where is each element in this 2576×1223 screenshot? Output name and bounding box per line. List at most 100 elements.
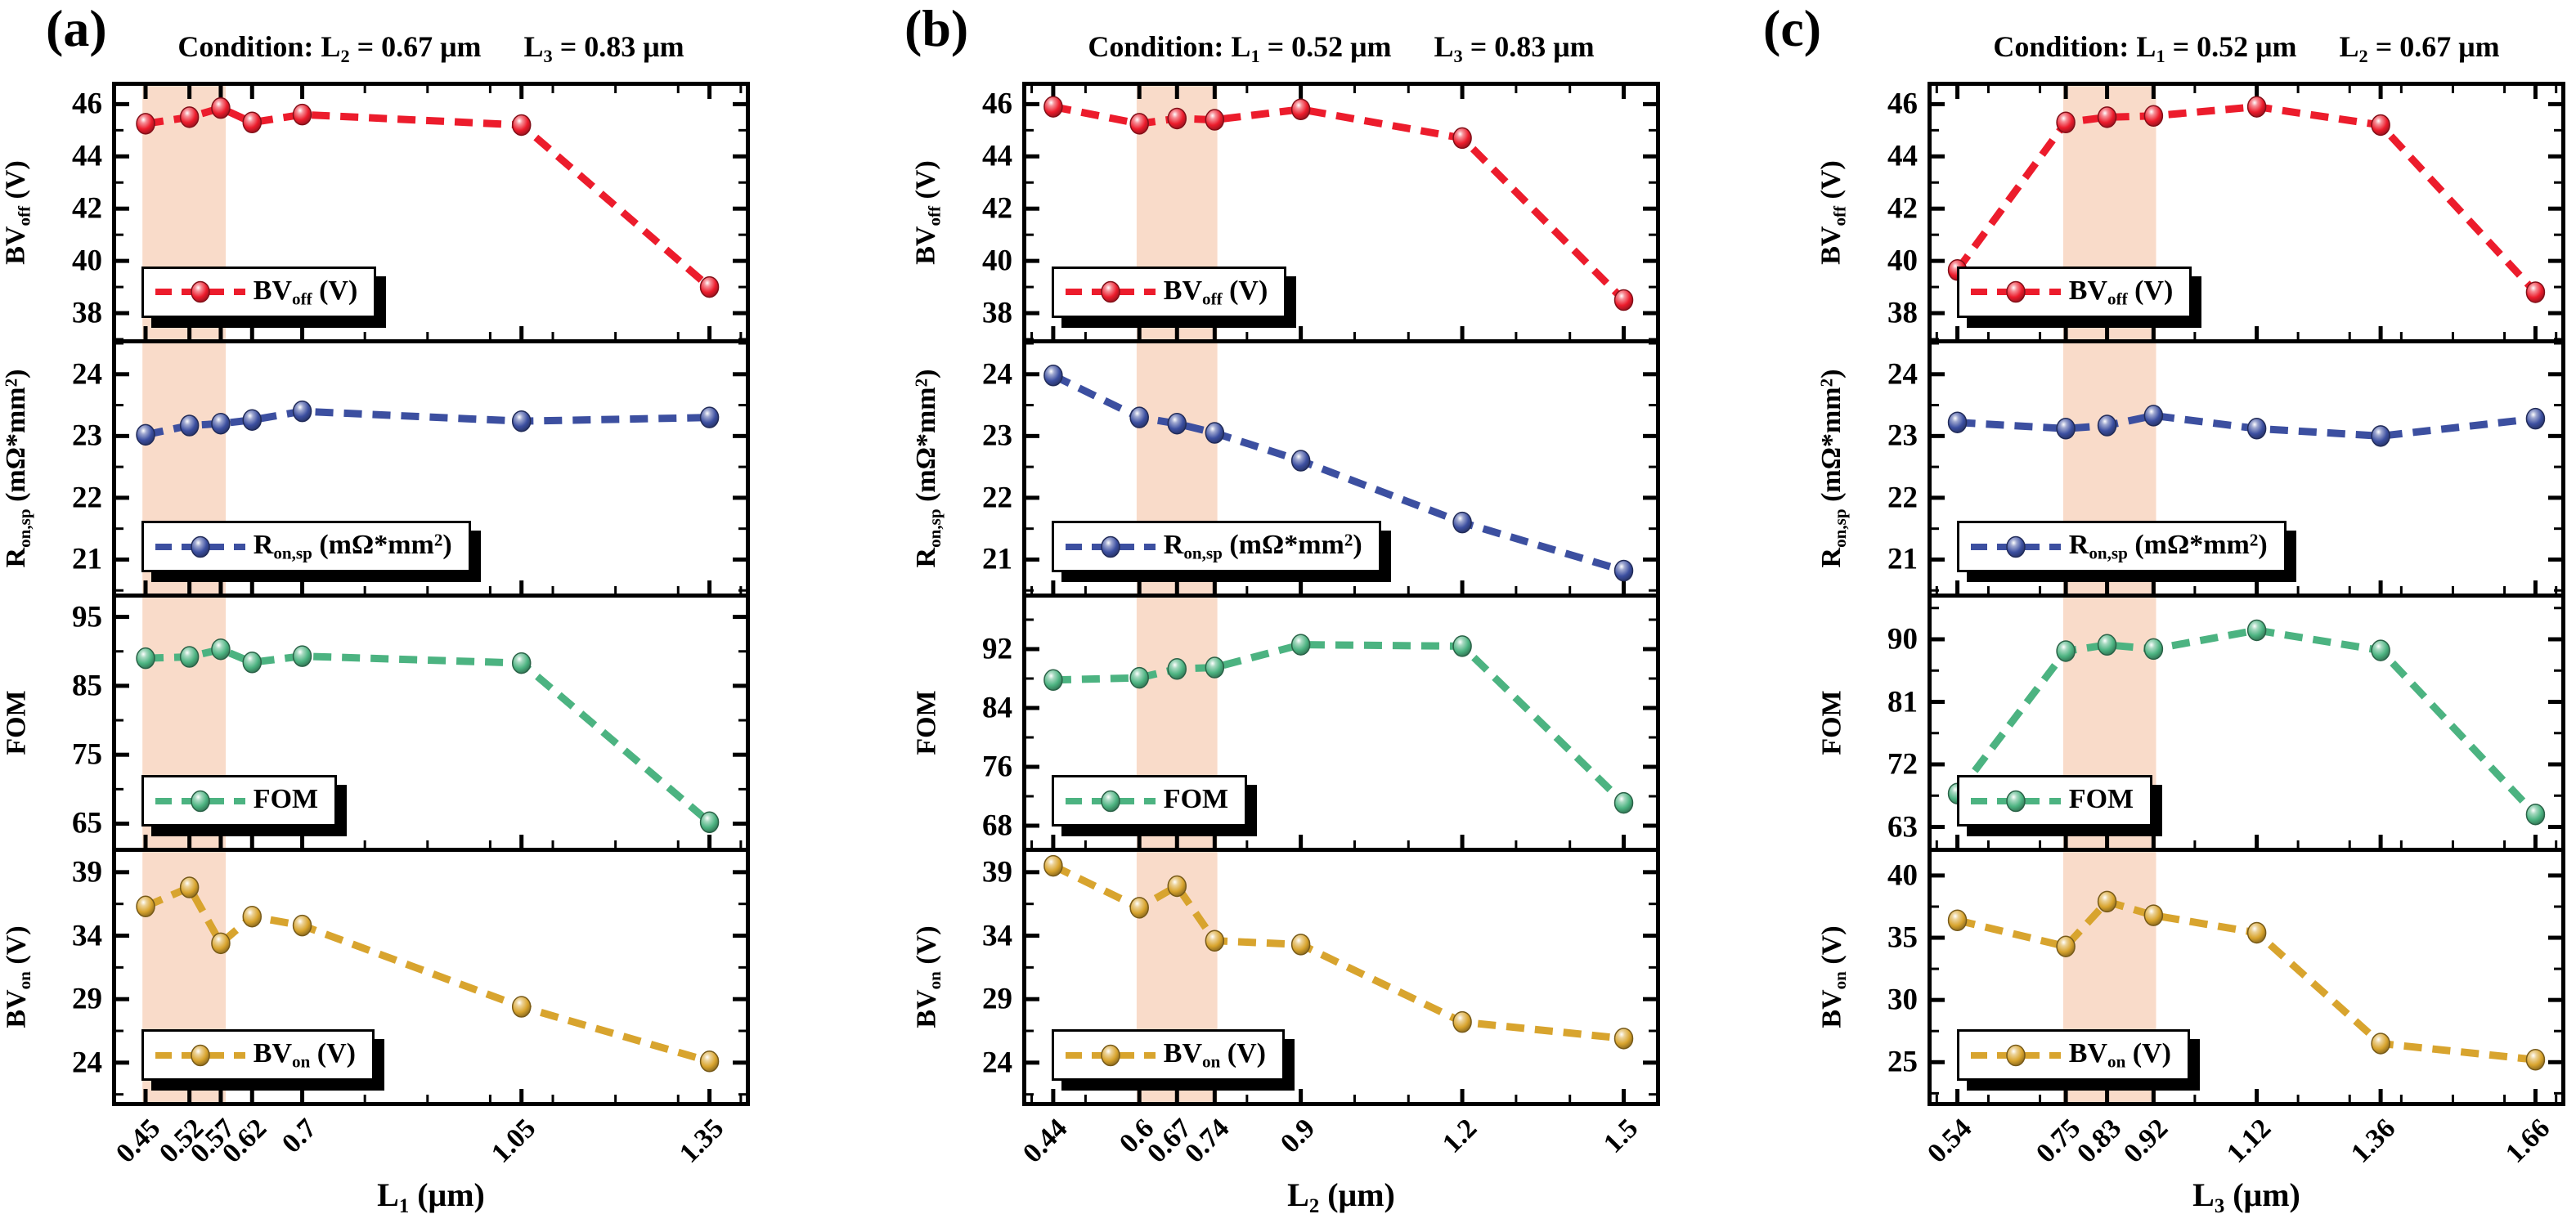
y-tick-label: 23 bbox=[1887, 419, 1918, 453]
y-tick-label: 68 bbox=[982, 809, 1012, 843]
y-tick-label: 76 bbox=[982, 750, 1012, 784]
legend-label: FOM bbox=[1163, 784, 1229, 815]
legend-label: BVoff (V) bbox=[1163, 275, 1268, 309]
panel-a: (a) Condition: L2 = 0.67 μm L3 = 0.83 μm … bbox=[0, 0, 859, 1218]
y-tick-label: 40 bbox=[72, 244, 102, 278]
subplot-bvon-c: BVon (V) 25 30 35 40 BVon (V) bbox=[1717, 848, 2576, 1106]
y-axis-title: BVoff (V) bbox=[1816, 160, 1850, 265]
legend-bvoff: BVoff (V) bbox=[1956, 266, 2192, 318]
legend-label: FOM bbox=[2068, 784, 2134, 815]
legend-label: BVoff (V) bbox=[253, 275, 358, 309]
legend-label: Ron,sp (mΩ*mm2) bbox=[2068, 530, 2268, 563]
legend-marker-icon bbox=[1970, 534, 2061, 560]
legend-label: BVoff (V) bbox=[2068, 275, 2174, 309]
subplot-bvoff-c: BVoff (V) 38 40 42 44 46 BVoff (V) bbox=[1717, 82, 2576, 343]
y-tick-label: 34 bbox=[982, 919, 1012, 953]
y-axis-title: FOM bbox=[1816, 690, 1847, 755]
legend-label: Ron,sp (mΩ*mm2) bbox=[253, 530, 452, 563]
y-tick-label: 24 bbox=[72, 1046, 102, 1080]
y-tick-label: 40 bbox=[1887, 858, 1918, 893]
y-tick-label: 22 bbox=[72, 481, 102, 515]
legend-label: BVon (V) bbox=[2068, 1038, 2171, 1072]
panel-title: Condition: L2 = 0.67 μm L3 = 0.83 μm bbox=[177, 30, 684, 67]
y-tick-label: 39 bbox=[72, 855, 102, 889]
panel-label: (c) bbox=[1763, 0, 1822, 57]
legend-label: FOM bbox=[253, 784, 319, 815]
x-tick-label: 0.83 bbox=[2071, 1113, 2128, 1169]
chart-bvoff-c bbox=[1932, 86, 2561, 339]
y-tick-label: 40 bbox=[982, 244, 1012, 278]
x-tick-labels-c: 0.54 0.75 0.83 0.92 1.12 1.36 1.66 bbox=[1717, 1106, 2576, 1176]
y-tick-label: 44 bbox=[982, 139, 1012, 173]
x-tick-label: 0.9 bbox=[1275, 1113, 1322, 1159]
y-tick-label: 75 bbox=[72, 737, 102, 772]
y-tick-label: 23 bbox=[72, 419, 102, 453]
legend-label: BVon (V) bbox=[253, 1038, 356, 1072]
y-tick-label: 21 bbox=[72, 542, 102, 576]
x-tick-label: 1.2 bbox=[1436, 1113, 1483, 1159]
legend-fom: FOM bbox=[141, 775, 338, 827]
y-tick-label: 38 bbox=[1887, 296, 1918, 330]
y-tick-label: 21 bbox=[1887, 542, 1918, 576]
y-tick-label: 81 bbox=[1887, 685, 1918, 719]
legend-bvon: BVon (V) bbox=[1051, 1029, 1285, 1081]
y-tick-label: 46 bbox=[982, 87, 1012, 121]
y-tick-label: 39 bbox=[982, 855, 1012, 889]
y-axis-title: BVon (V) bbox=[1816, 925, 1850, 1028]
legend-marker-icon bbox=[1065, 534, 1156, 560]
y-tick-label: 24 bbox=[982, 357, 1012, 392]
subplot-fom-a: FOM 65 75 85 95 FOM bbox=[0, 594, 859, 852]
x-axis-title: L2 (μm) bbox=[1287, 1176, 1395, 1217]
panel-title: Condition: L1 = 0.52 μm L3 = 0.83 μm bbox=[1088, 30, 1595, 67]
legend-bvon: BVon (V) bbox=[1956, 1029, 2190, 1081]
panel-c: (c) Condition: L1 = 0.52 μm L2 = 0.67 μm … bbox=[1717, 0, 2576, 1218]
legend-marker-icon bbox=[155, 1042, 245, 1068]
y-tick-label: 72 bbox=[1887, 747, 1918, 782]
x-tick-label: 1.05 bbox=[486, 1113, 542, 1169]
legend-marker-icon bbox=[1970, 279, 2061, 305]
subplot-ronsp-b: Ron,sp (mΩ*mm2) 21 22 23 24 Ron,sp (mΩ*mm2) bbox=[859, 339, 1717, 598]
subplot-fom-b: FOM 68 76 84 92 FOM bbox=[859, 594, 1717, 852]
y-tick-label: 46 bbox=[1887, 87, 1918, 121]
y-tick-label: 29 bbox=[982, 982, 1012, 1016]
x-axis-title: L3 (μm) bbox=[2192, 1176, 2300, 1217]
legend-bvoff: BVoff (V) bbox=[141, 266, 377, 318]
y-tick-label: 95 bbox=[72, 600, 102, 634]
x-tick-label: 0.44 bbox=[1017, 1113, 1074, 1169]
y-tick-label: 63 bbox=[1887, 810, 1918, 844]
legend-bvoff: BVoff (V) bbox=[1051, 266, 1287, 318]
y-tick-label: 84 bbox=[982, 691, 1012, 725]
x-tick-label: 1.35 bbox=[674, 1113, 730, 1169]
legend-ronsp: Ron,sp (mΩ*mm2) bbox=[1956, 521, 2287, 572]
subplot-bvoff-a: BVoff (V) 38 40 42 44 46 BVoff (V) bbox=[0, 82, 859, 343]
y-tick-label: 34 bbox=[72, 919, 102, 953]
legend-ronsp: Ron,sp (mΩ*mm2) bbox=[1051, 521, 1381, 572]
x-tick-label: 1.12 bbox=[2221, 1113, 2278, 1169]
y-tick-label: 35 bbox=[1887, 921, 1918, 955]
legend-marker-icon bbox=[155, 788, 245, 814]
y-axis-title: BVon (V) bbox=[1, 925, 34, 1028]
x-tick-label: 0.74 bbox=[1178, 1113, 1236, 1169]
y-tick-label: 24 bbox=[982, 1046, 1012, 1080]
legend-label: Ron,sp (mΩ*mm2) bbox=[1163, 530, 1362, 563]
x-axis-title: L1 (μm) bbox=[377, 1176, 485, 1217]
panel-a-header: (a) Condition: L2 = 0.67 μm L3 = 0.83 μm bbox=[0, 0, 859, 82]
y-tick-label: 24 bbox=[1887, 357, 1918, 392]
x-tick-label: 0.7 bbox=[276, 1113, 323, 1159]
legend-marker-icon bbox=[1970, 788, 2061, 814]
y-axis-title: BVoff (V) bbox=[1, 160, 34, 265]
x-tick-labels-b: 0.44 0.6 0.67 0.74 0.9 1.2 1.5 bbox=[859, 1106, 1717, 1176]
y-tick-label: 90 bbox=[1887, 622, 1918, 656]
legend-marker-icon bbox=[1065, 279, 1156, 305]
y-tick-label: 65 bbox=[72, 806, 102, 840]
subplot-ronsp-c: Ron,sp (mΩ*mm2) 21 22 23 24 Ron,sp (mΩ*mm2) bbox=[1717, 339, 2576, 598]
y-axis-title: Ron,sp (mΩ*mm2) bbox=[1816, 369, 1850, 568]
y-tick-label: 40 bbox=[1887, 244, 1918, 278]
subplot-ronsp-a: Ron,sp (mΩ*mm2) 21 22 23 24 Ron,sp (mΩ*mm2) bbox=[0, 339, 859, 598]
y-tick-label: 42 bbox=[1887, 191, 1918, 226]
y-tick-label: 44 bbox=[1887, 139, 1918, 173]
subplot-bvoff-b: BVoff (V) 38 40 42 44 46 BVoff (V) bbox=[859, 82, 1717, 343]
y-axis-title: Ron,sp (mΩ*mm2) bbox=[1, 369, 34, 568]
panel-c-header: (c) Condition: L1 = 0.52 μm L2 = 0.67 μm bbox=[1717, 0, 2576, 82]
panel-b: (b) Condition: L1 = 0.52 μm L3 = 0.83 μm … bbox=[859, 0, 1717, 1218]
